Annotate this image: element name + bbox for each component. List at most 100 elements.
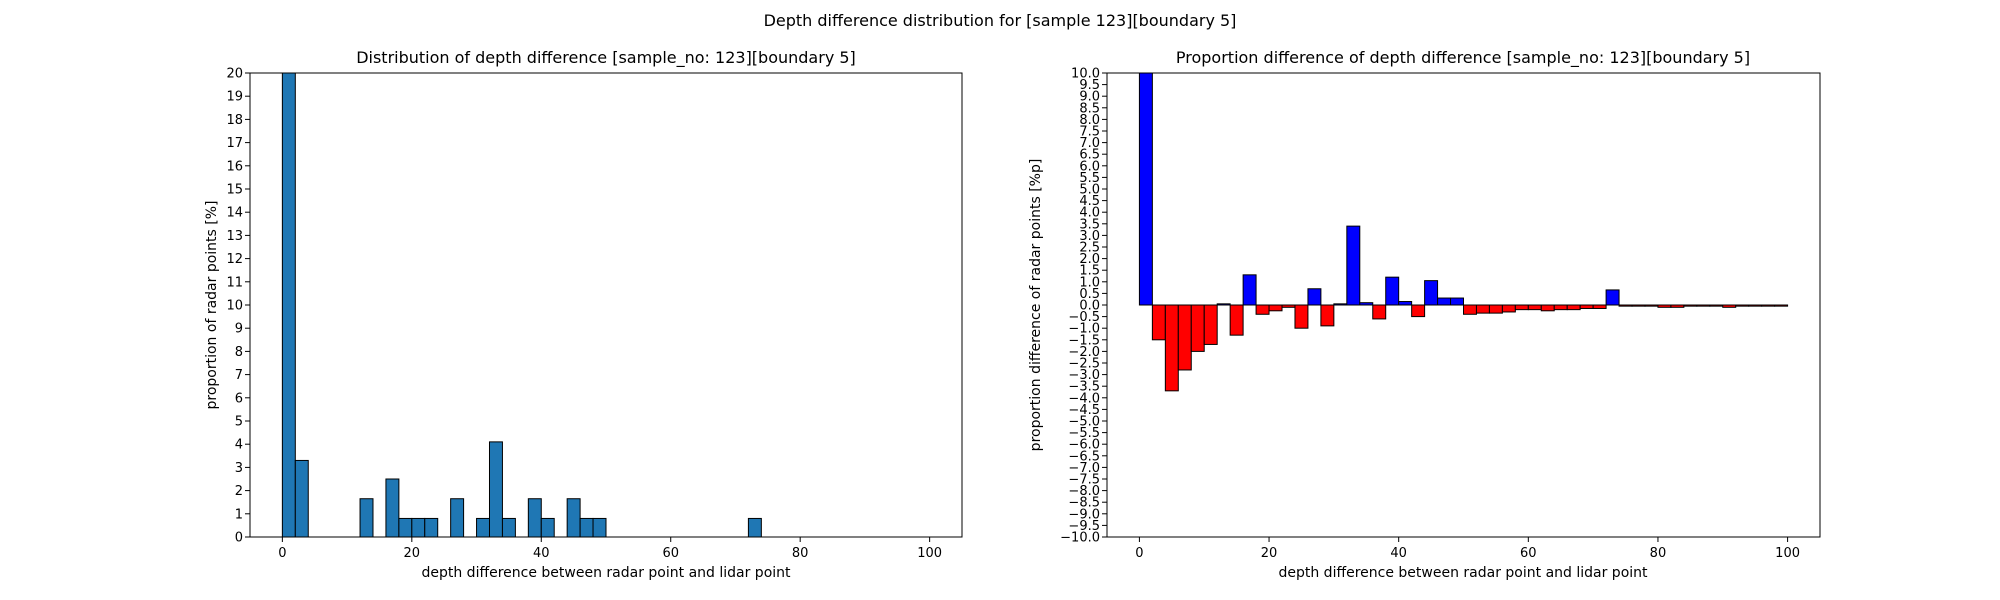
left-bar bbox=[579, 517, 594, 538]
right-bar bbox=[1268, 304, 1283, 312]
right-bar bbox=[1450, 297, 1465, 306]
left-y-tick-label: 3 bbox=[235, 461, 243, 476]
right-y-tick-label: 5.5 bbox=[1079, 171, 1100, 186]
right-y-tick-label: 2.0 bbox=[1079, 252, 1100, 267]
right-bar bbox=[1683, 304, 1698, 307]
left-bar bbox=[450, 498, 465, 538]
left-y-tick-label: 17 bbox=[226, 136, 243, 151]
left-x-tick-label: 20 bbox=[404, 546, 421, 561]
right-y-tick-label: −10.0 bbox=[1060, 531, 1100, 546]
right-bar bbox=[1488, 304, 1503, 314]
right-bar bbox=[1411, 304, 1426, 318]
right-bar bbox=[1618, 304, 1633, 307]
right-y-tick-label: 4.5 bbox=[1079, 194, 1100, 209]
figure-suptitle: Depth difference distribution for [sampl… bbox=[764, 11, 1237, 30]
right-bar bbox=[1527, 304, 1542, 311]
left-x-axis-label: depth difference between radar point and… bbox=[421, 565, 791, 581]
right-bar bbox=[1605, 289, 1620, 306]
left-bar bbox=[424, 517, 439, 538]
right-bar bbox=[1475, 304, 1490, 314]
left-x-tick-label: 100 bbox=[917, 546, 942, 561]
right-bar bbox=[1138, 72, 1153, 306]
right-bar bbox=[1203, 304, 1218, 345]
left-y-tick-label: 4 bbox=[235, 438, 243, 453]
right-bar bbox=[1722, 304, 1737, 308]
right-bar bbox=[1774, 304, 1789, 307]
right-bar bbox=[1177, 304, 1192, 371]
left-bar bbox=[527, 498, 542, 538]
left-y-tick-label: 1 bbox=[235, 507, 243, 522]
right-y-tick-label: −3.0 bbox=[1068, 368, 1100, 383]
right-bar bbox=[1385, 276, 1400, 306]
right-x-axis-label: depth difference between radar point and… bbox=[1278, 565, 1648, 581]
right-y-tick-label: 7.0 bbox=[1079, 136, 1100, 151]
left-bar bbox=[747, 517, 762, 538]
right-y-tick-label: 2.5 bbox=[1079, 241, 1100, 256]
left-y-tick-label: 0 bbox=[235, 531, 243, 546]
right-y-tick-label: 6.0 bbox=[1079, 159, 1100, 174]
left-y-tick-label: 20 bbox=[226, 67, 243, 82]
right-bar bbox=[1670, 304, 1685, 308]
right-chart: Proportion difference of depth differenc… bbox=[1028, 48, 1821, 581]
right-y-tick-label: −7.5 bbox=[1068, 473, 1100, 488]
right-bar bbox=[1657, 304, 1672, 308]
right-y-tick-label: 5.0 bbox=[1079, 183, 1100, 198]
right-bar bbox=[1709, 304, 1724, 307]
left-x-tick-label: 40 bbox=[533, 546, 550, 561]
left-bar bbox=[592, 517, 607, 538]
left-bar bbox=[540, 517, 555, 538]
right-y-tick-label: 9.5 bbox=[1079, 78, 1100, 93]
right-y-tick-label: −4.5 bbox=[1068, 403, 1100, 418]
right-bar bbox=[1748, 304, 1763, 307]
left-bar bbox=[385, 478, 400, 538]
right-plot-frame bbox=[1106, 72, 1821, 538]
right-bar bbox=[1346, 225, 1361, 306]
right-bar bbox=[1307, 288, 1322, 306]
right-y-tick-label: −2.0 bbox=[1068, 345, 1100, 360]
left-y-tick-label: 18 bbox=[226, 113, 243, 128]
right-bar bbox=[1320, 304, 1335, 327]
right-y-tick-label: 4.0 bbox=[1079, 206, 1100, 221]
left-y-tick-label: 12 bbox=[226, 252, 243, 267]
left-y-tick-label: 11 bbox=[226, 275, 243, 290]
left-bar bbox=[281, 72, 296, 538]
right-y-tick-label: −7.0 bbox=[1068, 461, 1100, 476]
right-y-tick-label: −1.5 bbox=[1068, 333, 1100, 348]
right-y-tick-label: 3.0 bbox=[1079, 229, 1100, 244]
right-bar bbox=[1359, 302, 1374, 306]
right-y-tick-label: −9.0 bbox=[1068, 507, 1100, 522]
right-x-tick-label: 0 bbox=[1135, 546, 1143, 561]
right-bar bbox=[1514, 304, 1529, 311]
left-y-tick-label: 13 bbox=[226, 229, 243, 244]
left-plot-frame bbox=[249, 72, 963, 538]
left-y-tick-label: 14 bbox=[226, 206, 243, 221]
right-bar bbox=[1631, 304, 1646, 307]
left-bar bbox=[488, 441, 503, 538]
right-y-tick-label: 0.0 bbox=[1079, 299, 1100, 314]
right-x-tick-label: 20 bbox=[1261, 546, 1278, 561]
right-bar bbox=[1592, 304, 1607, 309]
right-x-tick-label: 100 bbox=[1775, 546, 1800, 561]
left-bar bbox=[476, 517, 490, 538]
left-bar bbox=[294, 459, 309, 538]
right-y-tick-label: −8.0 bbox=[1068, 484, 1100, 499]
right-bar bbox=[1437, 297, 1452, 306]
right-y-tick-label: 9.0 bbox=[1079, 90, 1100, 105]
right-bar bbox=[1463, 304, 1477, 315]
left-chart-title: Distribution of depth difference [sample… bbox=[356, 48, 856, 68]
right-bar bbox=[1229, 304, 1244, 336]
right-y-tick-label: 0.5 bbox=[1079, 287, 1100, 302]
right-y-tick-label: 1.0 bbox=[1079, 275, 1100, 290]
right-y-tick-label: −1.0 bbox=[1068, 322, 1100, 337]
right-bar bbox=[1372, 304, 1387, 320]
right-bar bbox=[1735, 304, 1750, 307]
left-y-axis-label: proportion of radar points [%] bbox=[204, 200, 220, 409]
right-bar bbox=[1151, 304, 1166, 341]
right-bar bbox=[1281, 304, 1296, 308]
right-bar bbox=[1333, 303, 1348, 306]
right-y-tick-label: 8.5 bbox=[1079, 101, 1100, 116]
left-y-tick-label: 19 bbox=[226, 90, 243, 105]
right-bar bbox=[1540, 304, 1555, 312]
right-bar bbox=[1553, 304, 1568, 311]
